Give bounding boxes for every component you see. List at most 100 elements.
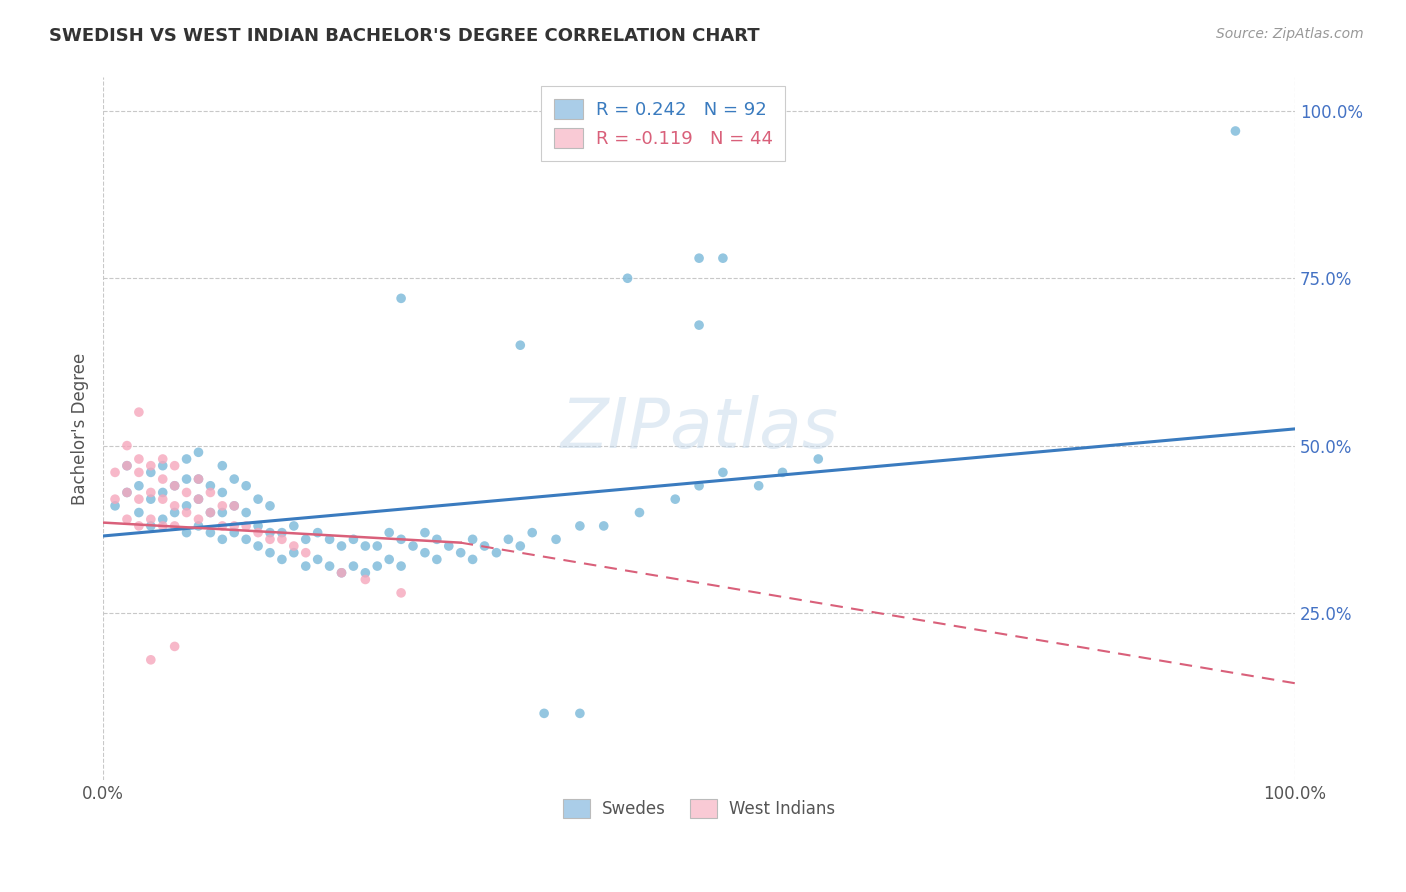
- Point: [271, 552, 294, 566]
- Point: [544, 533, 567, 547]
- Text: ZIPatlas: ZIPatlas: [560, 395, 838, 462]
- Point: [176, 525, 198, 540]
- Point: [115, 458, 138, 473]
- Point: [139, 519, 162, 533]
- Point: [628, 506, 651, 520]
- Point: [200, 506, 222, 520]
- Point: [354, 566, 377, 580]
- Point: [378, 525, 401, 540]
- Point: [664, 492, 686, 507]
- Point: [128, 519, 150, 533]
- Point: [115, 485, 138, 500]
- Point: [247, 492, 270, 507]
- Point: [163, 519, 186, 533]
- Point: [115, 439, 138, 453]
- Point: [139, 512, 162, 526]
- Point: [389, 559, 412, 574]
- Point: [200, 525, 222, 540]
- Point: [330, 566, 353, 580]
- Point: [413, 546, 436, 560]
- Point: [104, 466, 127, 480]
- Point: [163, 479, 186, 493]
- Point: [294, 533, 316, 547]
- Point: [485, 546, 508, 560]
- Point: [152, 452, 174, 467]
- Point: [354, 573, 377, 587]
- Point: [139, 466, 162, 480]
- Text: SWEDISH VS WEST INDIAN BACHELOR'S DEGREE CORRELATION CHART: SWEDISH VS WEST INDIAN BACHELOR'S DEGREE…: [49, 27, 759, 45]
- Point: [592, 519, 614, 533]
- Point: [224, 499, 246, 513]
- Point: [330, 539, 353, 553]
- Point: [389, 291, 412, 305]
- Point: [139, 492, 162, 507]
- Point: [163, 479, 186, 493]
- Point: [152, 492, 174, 507]
- Point: [247, 525, 270, 540]
- Point: [568, 706, 591, 721]
- Point: [211, 519, 233, 533]
- Point: [200, 479, 222, 493]
- Point: [104, 492, 127, 507]
- Point: [235, 533, 257, 547]
- Point: [176, 485, 198, 500]
- Point: [187, 472, 209, 486]
- Point: [211, 458, 233, 473]
- Point: [115, 458, 138, 473]
- Point: [163, 458, 186, 473]
- Point: [616, 271, 638, 285]
- Point: [474, 539, 496, 553]
- Point: [461, 533, 484, 547]
- Point: [187, 512, 209, 526]
- Point: [426, 552, 449, 566]
- Point: [224, 499, 246, 513]
- Point: [294, 546, 316, 560]
- Point: [163, 506, 186, 520]
- Point: [413, 525, 436, 540]
- Point: [139, 485, 162, 500]
- Point: [259, 533, 281, 547]
- Point: [224, 525, 246, 540]
- Point: [152, 458, 174, 473]
- Point: [307, 525, 329, 540]
- Point: [259, 499, 281, 513]
- Point: [163, 640, 186, 654]
- Point: [283, 546, 305, 560]
- Legend: Swedes, West Indians: Swedes, West Indians: [557, 793, 842, 825]
- Point: [342, 533, 364, 547]
- Point: [187, 445, 209, 459]
- Point: [688, 251, 710, 265]
- Point: [235, 479, 257, 493]
- Point: [211, 485, 233, 500]
- Point: [437, 539, 460, 553]
- Point: [389, 533, 412, 547]
- Point: [115, 512, 138, 526]
- Point: [342, 559, 364, 574]
- Point: [688, 479, 710, 493]
- Point: [522, 525, 544, 540]
- Point: [461, 552, 484, 566]
- Point: [187, 472, 209, 486]
- Point: [176, 452, 198, 467]
- Point: [224, 472, 246, 486]
- Point: [533, 706, 555, 721]
- Point: [318, 533, 340, 547]
- Point: [152, 472, 174, 486]
- Point: [772, 466, 794, 480]
- Point: [366, 559, 388, 574]
- Point: [294, 559, 316, 574]
- Point: [235, 506, 257, 520]
- Point: [128, 405, 150, 419]
- Point: [688, 318, 710, 332]
- Point: [176, 499, 198, 513]
- Point: [568, 519, 591, 533]
- Y-axis label: Bachelor's Degree: Bachelor's Degree: [72, 352, 89, 505]
- Point: [389, 586, 412, 600]
- Point: [128, 506, 150, 520]
- Text: Source: ZipAtlas.com: Source: ZipAtlas.com: [1216, 27, 1364, 41]
- Point: [450, 546, 472, 560]
- Point: [200, 506, 222, 520]
- Point: [498, 533, 520, 547]
- Point: [187, 492, 209, 507]
- Point: [139, 458, 162, 473]
